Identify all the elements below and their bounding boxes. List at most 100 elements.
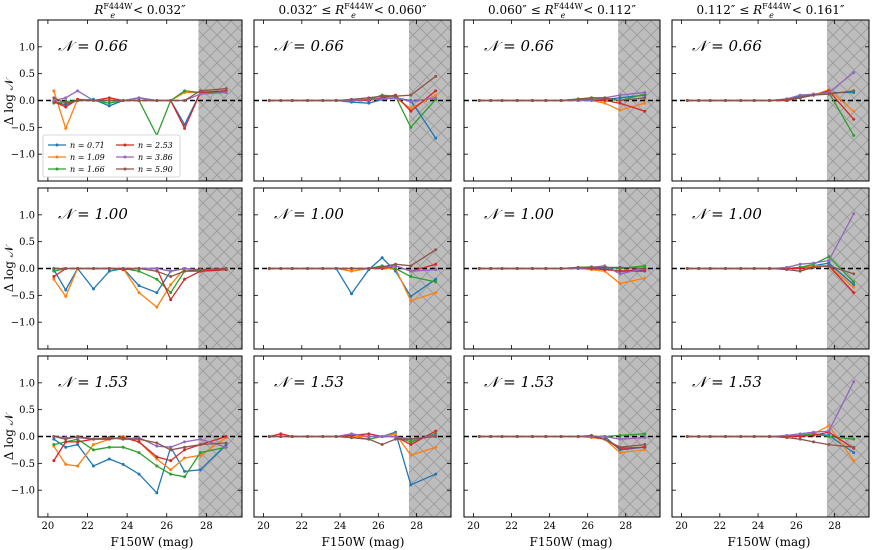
x-tick-label: 24 [121,521,134,532]
data-point [852,459,856,463]
data-point [91,267,95,270]
data-point [76,464,80,468]
data-point [52,267,56,270]
data-point [183,99,187,102]
legend-label-4: n = 3.86 [138,153,173,162]
panel-r0-c0: −1.0 −0.5 0.0 0.5 1.0 𝒩 = 0.66 RF444W e < 0.032… [11,2,243,182]
panel-r1-c0: −1.0 −0.5 0.0 0.5 1.0 𝒩 = 1.00 [11,187,243,350]
data-point [434,268,438,272]
data-point [224,90,228,94]
panel-r2-c1: 20 22 24 26 28 𝒩 = 1.53 [253,355,452,532]
data-point [137,291,141,295]
data-point [434,89,438,93]
series-group [685,71,856,137]
data-point [827,264,831,268]
data-point [643,448,647,452]
series-group [685,380,856,463]
data-point [798,432,802,436]
data-point [708,99,712,102]
series-group [52,435,228,495]
data-point [618,445,622,449]
data-point [409,275,413,279]
data-point [52,269,56,273]
data-point [107,269,111,273]
data-point [531,435,535,438]
data-point [618,282,622,286]
data-point [64,440,68,444]
data-point [267,99,271,102]
data-point [394,435,398,438]
data-point [64,105,68,109]
data-point [603,99,607,102]
data-point [589,99,593,102]
series-line-5 [479,266,645,270]
data-point [618,96,622,100]
series-line-5 [479,434,645,448]
data-point [812,433,816,437]
x-tick-label: 20 [257,521,270,532]
data-point [768,435,772,438]
data-point [752,267,756,270]
data-point [155,277,159,281]
data-point [576,97,580,101]
data-point [643,101,647,105]
x-tick-label: 26 [790,521,803,532]
legend-box [42,134,181,178]
data-point [798,269,802,273]
data-point [76,267,80,270]
series-line-2 [53,438,227,478]
data-point [643,445,647,449]
data-point [852,451,856,455]
data-point [121,99,125,102]
data-point [685,267,689,270]
data-point [91,443,95,447]
data-point [183,475,187,479]
data-point [155,457,159,461]
data-point [155,444,159,448]
y-tick-label: −0.5 [11,291,35,302]
data-point [434,280,438,284]
data-point [155,305,159,309]
data-point [434,136,438,140]
data-point [589,433,593,437]
data-point [169,269,173,273]
data-point [685,435,689,438]
data-point [224,441,228,445]
x-tick-label: 28 [828,521,841,532]
data-point [409,125,413,129]
y-tick-label: 1.0 [19,210,35,221]
data-point [768,99,772,102]
data-point [643,267,647,270]
data-point [752,99,756,102]
data-point [183,469,187,473]
data-point [409,483,413,487]
data-point [380,256,384,260]
data-point [107,99,111,102]
data-point [155,491,159,495]
data-point [52,99,56,102]
data-point [64,267,68,270]
y-tick-label: −1.0 [11,150,35,161]
column-title-1: 0.032″ ≤ RF444W e < 0.060″ [279,2,427,20]
data-point [852,89,856,93]
data-point [643,276,647,280]
data-point [306,267,310,270]
series-line-5 [53,267,227,278]
data-point [643,264,647,268]
data-point [224,87,228,91]
data-point [121,267,125,270]
data-point [724,435,728,438]
data-point [198,451,202,455]
data-point [169,472,173,476]
data-point [137,451,141,455]
data-point [198,468,202,472]
data-point [752,435,756,438]
data-point [137,440,141,444]
data-point [169,99,173,102]
data-point [827,443,831,447]
y-tick-label: 0.0 [19,96,35,107]
data-point [409,294,413,298]
y-axis-title-row-0: Δ log 𝒩 [2,76,16,125]
x-tick-label: 26 [160,521,173,532]
y-axis-title-row-1: Δ log 𝒩 [2,243,16,292]
